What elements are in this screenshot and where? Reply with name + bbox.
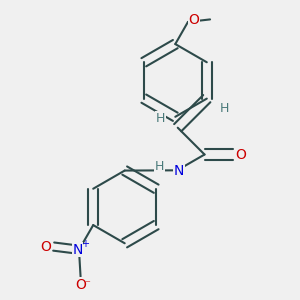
Text: H: H (220, 102, 229, 115)
Text: ⁻: ⁻ (85, 280, 91, 290)
Text: N: N (72, 243, 82, 257)
Text: N: N (174, 164, 184, 178)
Text: H: H (155, 160, 164, 173)
Text: O: O (236, 148, 246, 161)
Text: H: H (156, 112, 165, 125)
Text: +: + (81, 239, 89, 249)
Text: O: O (188, 14, 199, 27)
Text: O: O (75, 278, 86, 292)
Text: O: O (40, 240, 51, 254)
